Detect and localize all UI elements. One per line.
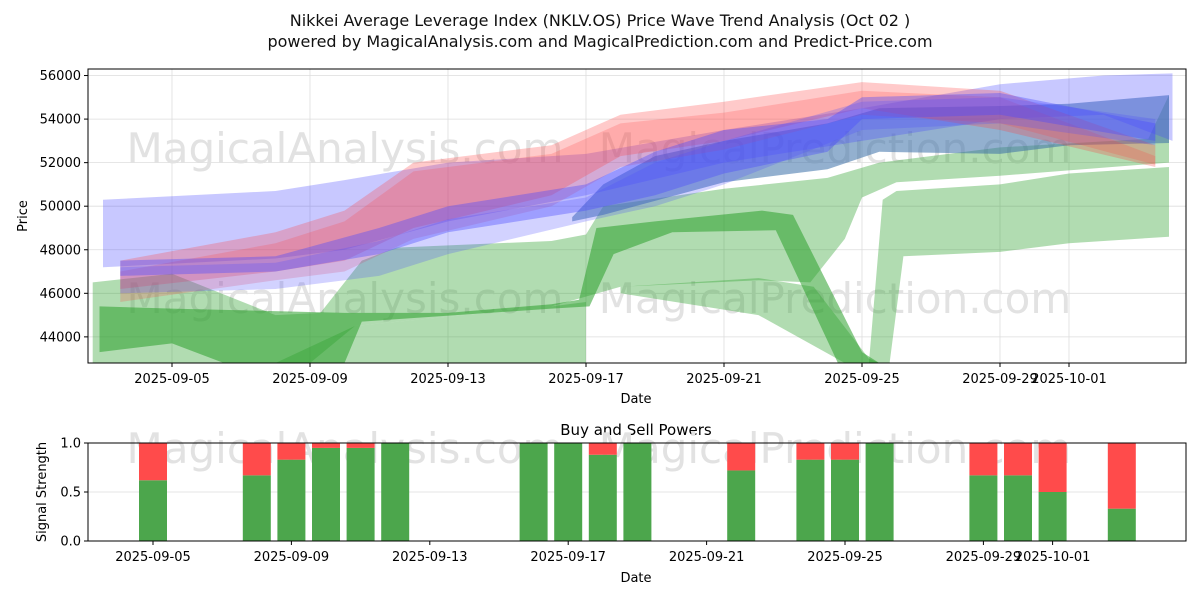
sell-bar xyxy=(1038,443,1067,492)
x-tick-label: 2025-09-13 xyxy=(392,550,468,565)
y-tick-label: 44000 xyxy=(40,330,81,345)
blue-band-3 xyxy=(120,97,1156,294)
x-tick-label: 2025-10-01 xyxy=(1031,372,1107,387)
dark-green-band xyxy=(99,210,880,363)
buy-bar xyxy=(796,459,825,541)
buy-bar xyxy=(1107,508,1136,541)
x-tick-label: 2025-09-25 xyxy=(807,550,883,565)
y-tick-label: 54000 xyxy=(40,113,81,128)
buy-bar xyxy=(277,459,306,541)
x-tick-label: 2025-09-29 xyxy=(946,550,1022,565)
sell-bar xyxy=(588,443,617,455)
buy-bar xyxy=(727,470,756,541)
green-band-b xyxy=(275,302,586,363)
price-bands xyxy=(92,73,1173,363)
buy-bar xyxy=(242,475,271,541)
sell-bar xyxy=(727,443,756,471)
chart-title: Nikkei Average Leverage Index (NKLV.OS) … xyxy=(290,11,911,30)
buy-bar xyxy=(969,475,998,541)
sell-bar xyxy=(1004,443,1032,476)
y-tick-label: 48000 xyxy=(40,243,81,258)
teal-band xyxy=(572,95,1169,222)
watermark: MagicalAnalysis.com xyxy=(127,124,564,173)
y-tick-label: 52000 xyxy=(40,156,81,171)
bottom-x-label: Date xyxy=(620,571,651,586)
x-tick-label: 2025-10-01 xyxy=(1015,550,1091,565)
buy-bar xyxy=(865,443,894,541)
y-tick-label: 1.0 xyxy=(60,437,81,452)
sell-bar xyxy=(139,443,167,481)
blue-band-wide xyxy=(103,73,1173,268)
sell-bar xyxy=(346,443,375,448)
top-x-label: Date xyxy=(620,392,651,407)
buy-bar xyxy=(139,480,167,541)
top-y-label: Price xyxy=(16,200,31,232)
x-tick-label: 2025-09-09 xyxy=(254,550,330,565)
x-tick-label: 2025-09-21 xyxy=(686,372,762,387)
sell-bar xyxy=(277,443,306,460)
x-tick-label: 2025-09-25 xyxy=(824,372,900,387)
buy-bar xyxy=(1038,492,1067,541)
sell-bar xyxy=(242,443,271,476)
buy-bar xyxy=(519,443,548,541)
x-tick-label: 2025-09-17 xyxy=(548,372,624,387)
bottom-chart-title: Buy and Sell Powers xyxy=(560,421,712,439)
x-tick-label: 2025-09-17 xyxy=(530,550,606,565)
bottom-axes: 0.0 0.5 1.0 2025-09-05 2025-09-09 2025-09-13 2… xyxy=(60,437,1090,566)
red-band-1 xyxy=(120,82,1156,289)
x-tick-label: 2025-09-05 xyxy=(115,550,191,565)
buy-bar xyxy=(831,459,859,541)
red-band-2 xyxy=(120,90,1156,302)
y-tick-label: 56000 xyxy=(40,69,81,84)
x-tick-label: 2025-09-29 xyxy=(962,372,1038,387)
x-tick-label: 2025-09-09 xyxy=(272,372,348,387)
x-tick-label: 2025-09-13 xyxy=(410,372,486,387)
bottom-y-label: Signal Strength xyxy=(35,442,50,542)
buy-bar xyxy=(1004,475,1032,541)
buy-bar xyxy=(381,443,410,541)
blue-band-dark xyxy=(120,93,1156,276)
buy-bar xyxy=(623,443,652,541)
sell-bar xyxy=(312,443,340,448)
x-tick-label: 2025-09-21 xyxy=(669,550,745,565)
watermark: MagicalAnalysis.com xyxy=(127,424,564,473)
green-band-d xyxy=(868,167,1169,363)
top-plot-frame xyxy=(87,68,1187,364)
top-axes: 44000 46000 48000 50000 52000 54000 56000 2025-… xyxy=(40,69,1107,387)
sell-bar xyxy=(831,443,859,460)
sell-bar xyxy=(1107,443,1136,509)
buy-bar xyxy=(346,447,375,541)
buy-bar xyxy=(312,447,340,541)
x-tick-label: 2025-09-05 xyxy=(134,372,210,387)
signal-bars xyxy=(139,443,1136,541)
chart-subtitle: powered by MagicalAnalysis.com and Magic… xyxy=(267,32,932,51)
sell-bar xyxy=(969,443,998,476)
y-tick-label: 0.0 xyxy=(60,535,81,550)
buy-bar xyxy=(554,443,583,541)
y-tick-label: 0.5 xyxy=(60,486,81,501)
y-tick-label: 46000 xyxy=(40,287,81,302)
sell-bar xyxy=(796,443,825,460)
y-tick-label: 50000 xyxy=(40,200,81,215)
top-grid xyxy=(88,69,1186,363)
buy-bar xyxy=(588,454,617,541)
